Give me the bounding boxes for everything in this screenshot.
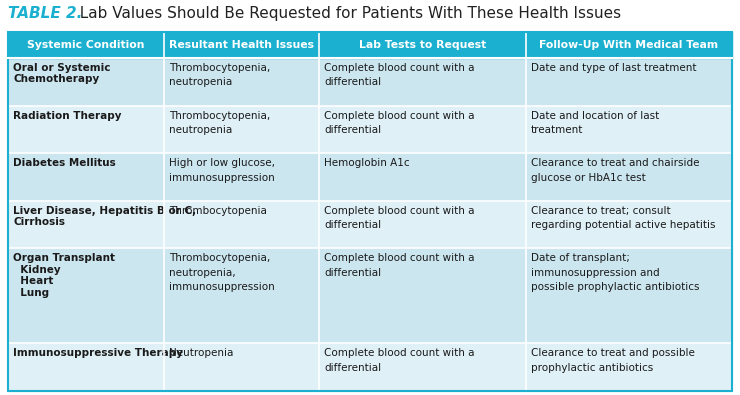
Text: Thrombocytopenia,
neutropenia: Thrombocytopenia, neutropenia <box>169 63 270 87</box>
Bar <box>164 201 320 248</box>
Text: Complete blood count with a
differential: Complete blood count with a differential <box>324 111 475 135</box>
Bar <box>525 58 732 105</box>
Text: Date and type of last treatment: Date and type of last treatment <box>531 63 696 73</box>
Text: Lab Values Should Be Requested for Patients With These Health Issues: Lab Values Should Be Requested for Patie… <box>70 6 621 21</box>
Bar <box>8 58 164 105</box>
Bar <box>164 58 320 105</box>
Bar <box>164 32 320 58</box>
Bar <box>164 343 320 391</box>
Bar <box>8 32 164 58</box>
Bar <box>525 32 732 58</box>
Bar <box>525 248 732 343</box>
Text: Liver Disease, Hepatitis B or C,: Liver Disease, Hepatitis B or C, <box>13 206 196 216</box>
Text: Complete blood count with a
differential: Complete blood count with a differential <box>324 348 475 373</box>
Text: Date and location of last
treatment: Date and location of last treatment <box>531 111 659 135</box>
Text: Clearance to treat; consult
regarding potential active hepatitis: Clearance to treat; consult regarding po… <box>531 206 715 230</box>
Bar <box>320 201 525 248</box>
Text: Neutropenia: Neutropenia <box>169 348 233 358</box>
Bar <box>164 105 320 153</box>
Text: Lung: Lung <box>13 288 49 298</box>
Bar <box>525 201 732 248</box>
Text: Systemic Condition: Systemic Condition <box>27 40 144 50</box>
Text: Diabetes Mellitus: Diabetes Mellitus <box>13 158 115 168</box>
Text: Clearance to treat and possible
prophylactic antibiotics: Clearance to treat and possible prophyla… <box>531 348 695 373</box>
Bar <box>525 343 732 391</box>
Bar <box>8 248 164 343</box>
Text: Complete blood count with a
differential: Complete blood count with a differential <box>324 253 475 278</box>
Text: Thrombocytopenia: Thrombocytopenia <box>169 206 266 216</box>
Text: Hemoglobin A1c: Hemoglobin A1c <box>324 158 410 168</box>
Bar <box>8 343 164 391</box>
Bar <box>320 105 525 153</box>
Text: TABLE 2.: TABLE 2. <box>8 6 82 21</box>
Text: Complete blood count with a
differential: Complete blood count with a differential <box>324 63 475 87</box>
Bar <box>8 105 164 153</box>
Bar <box>164 153 320 201</box>
Bar <box>525 105 732 153</box>
Text: Thrombocytopenia,
neutropenia: Thrombocytopenia, neutropenia <box>169 111 270 135</box>
Text: Immunosuppressive Therapy: Immunosuppressive Therapy <box>13 348 183 358</box>
Bar <box>8 153 164 201</box>
Text: Radiation Therapy: Radiation Therapy <box>13 111 121 120</box>
Text: Organ Transplant: Organ Transplant <box>13 253 115 263</box>
Text: Kidney: Kidney <box>13 265 61 275</box>
Bar <box>320 58 525 105</box>
Bar <box>8 201 164 248</box>
Text: Clearance to treat and chairside
glucose or HbA1c test: Clearance to treat and chairside glucose… <box>531 158 699 182</box>
Text: Complete blood count with a
differential: Complete blood count with a differential <box>324 206 475 230</box>
Bar <box>320 153 525 201</box>
Bar <box>525 153 732 201</box>
Text: Heart: Heart <box>13 276 53 286</box>
Text: Chemotherapy: Chemotherapy <box>13 75 99 85</box>
Bar <box>320 248 525 343</box>
Bar <box>320 32 525 58</box>
Bar <box>320 343 525 391</box>
Text: Oral or Systemic: Oral or Systemic <box>13 63 110 73</box>
Text: Resultant Health Issues: Resultant Health Issues <box>169 40 314 50</box>
Text: Cirrhosis: Cirrhosis <box>13 217 65 227</box>
Text: Follow-Up With Medical Team: Follow-Up With Medical Team <box>539 40 719 50</box>
Text: Lab Tests to Request: Lab Tests to Request <box>359 40 486 50</box>
Text: Thrombocytopenia,
neutropenia,
immunosuppression: Thrombocytopenia, neutropenia, immunosup… <box>169 253 275 292</box>
Text: High or low glucose,
immunosuppression: High or low glucose, immunosuppression <box>169 158 275 182</box>
Text: Date of transplant;
immunosuppression and
possible prophylactic antibiotics: Date of transplant; immunosuppression an… <box>531 253 699 292</box>
Bar <box>164 248 320 343</box>
